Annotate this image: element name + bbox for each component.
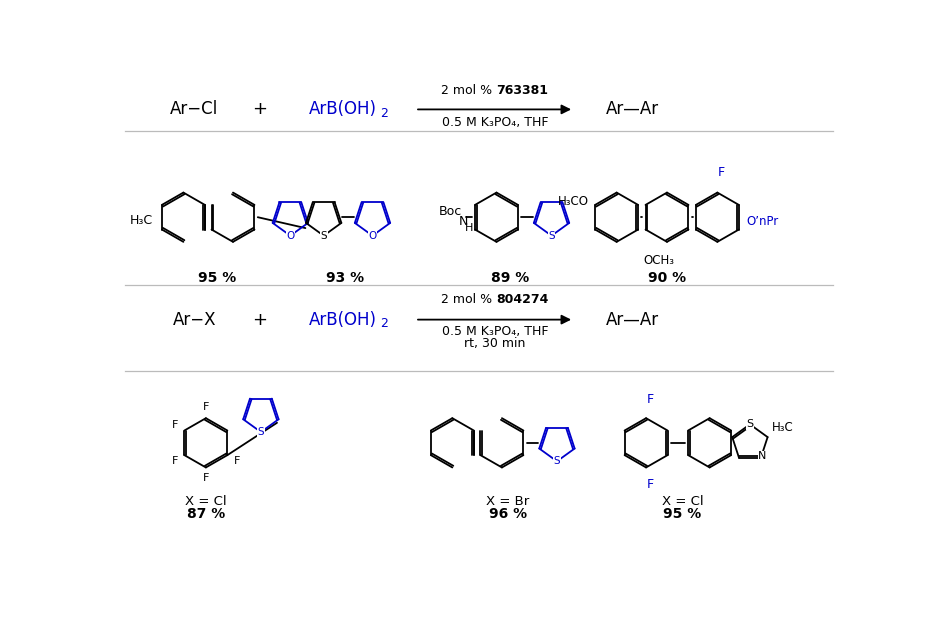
Text: F: F <box>234 455 240 465</box>
Text: Boc: Boc <box>439 204 462 217</box>
Text: N: N <box>459 216 468 229</box>
Text: F: F <box>203 473 209 483</box>
Text: OCH₃: OCH₃ <box>644 254 674 267</box>
Text: O’nPr: O’nPr <box>747 214 779 227</box>
Text: X = Br: X = Br <box>487 495 530 508</box>
Text: S: S <box>746 419 754 429</box>
Text: 2: 2 <box>380 317 388 330</box>
Text: O: O <box>286 231 294 240</box>
Text: rt, 30 min: rt, 30 min <box>464 336 526 350</box>
Text: F: F <box>172 455 178 465</box>
Text: Ar−Cl: Ar−Cl <box>170 100 219 118</box>
Text: 93 %: 93 % <box>326 271 364 285</box>
Text: O: O <box>368 231 376 240</box>
Text: 89 %: 89 % <box>491 271 530 285</box>
Text: H₃C: H₃C <box>129 214 152 227</box>
Text: 95 %: 95 % <box>198 271 236 285</box>
Text: Ar−X: Ar−X <box>173 311 216 328</box>
Text: 96 %: 96 % <box>489 508 527 521</box>
Text: 2 mol %: 2 mol % <box>442 84 497 97</box>
Text: N: N <box>758 451 767 461</box>
Text: Ar—Ar: Ar—Ar <box>605 311 658 328</box>
Text: S: S <box>548 231 555 240</box>
Text: H: H <box>464 223 473 233</box>
Text: 0.5 M K₃PO₄, THF: 0.5 M K₃PO₄, THF <box>442 325 548 338</box>
Text: 2 mol %: 2 mol % <box>442 293 497 306</box>
Text: X = Cl: X = Cl <box>185 495 227 508</box>
Text: 2: 2 <box>380 107 388 120</box>
Text: H₃C: H₃C <box>771 421 793 434</box>
Text: ArB(OH): ArB(OH) <box>309 100 377 118</box>
Text: 95 %: 95 % <box>663 508 701 521</box>
Text: +: + <box>252 311 268 328</box>
Text: S: S <box>554 456 560 466</box>
Text: S: S <box>258 427 264 437</box>
Text: F: F <box>203 402 209 412</box>
Text: F: F <box>717 166 725 179</box>
Text: Ar—Ar: Ar—Ar <box>605 100 658 118</box>
Text: S: S <box>320 231 327 240</box>
Text: 804274: 804274 <box>497 293 549 306</box>
Text: H₃CO: H₃CO <box>558 195 588 208</box>
Text: F: F <box>646 393 654 406</box>
Text: ArB(OH): ArB(OH) <box>309 311 377 328</box>
Text: 87 %: 87 % <box>187 508 225 521</box>
Text: X = Cl: X = Cl <box>661 495 703 508</box>
Text: 90 %: 90 % <box>648 271 686 285</box>
Text: 763381: 763381 <box>497 84 548 97</box>
Text: F: F <box>172 420 178 430</box>
Text: 0.5 M K₃PO₄, THF: 0.5 M K₃PO₄, THF <box>442 116 548 128</box>
Text: +: + <box>252 100 268 118</box>
Text: F: F <box>646 478 654 492</box>
